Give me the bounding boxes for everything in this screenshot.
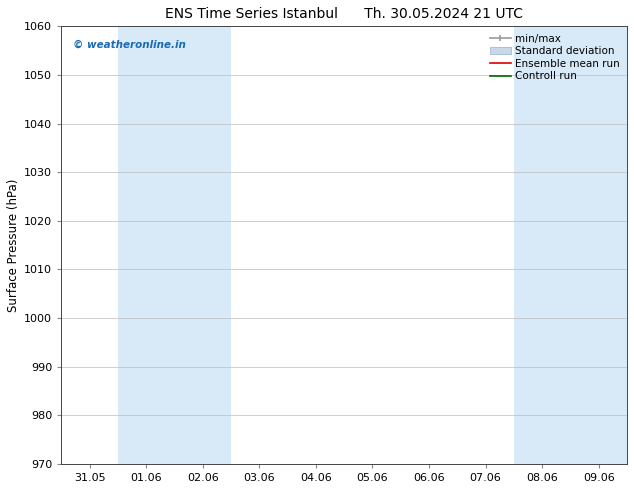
Bar bbox=[514, 26, 627, 464]
Text: © weatheronline.in: © weatheronline.in bbox=[72, 39, 186, 49]
Y-axis label: Surface Pressure (hPa): Surface Pressure (hPa) bbox=[7, 178, 20, 312]
Bar bbox=[118, 26, 231, 464]
Legend: min/max, Standard deviation, Ensemble mean run, Controll run: min/max, Standard deviation, Ensemble me… bbox=[488, 31, 622, 83]
Title: ENS Time Series Istanbul      Th. 30.05.2024 21 UTC: ENS Time Series Istanbul Th. 30.05.2024 … bbox=[165, 7, 523, 21]
